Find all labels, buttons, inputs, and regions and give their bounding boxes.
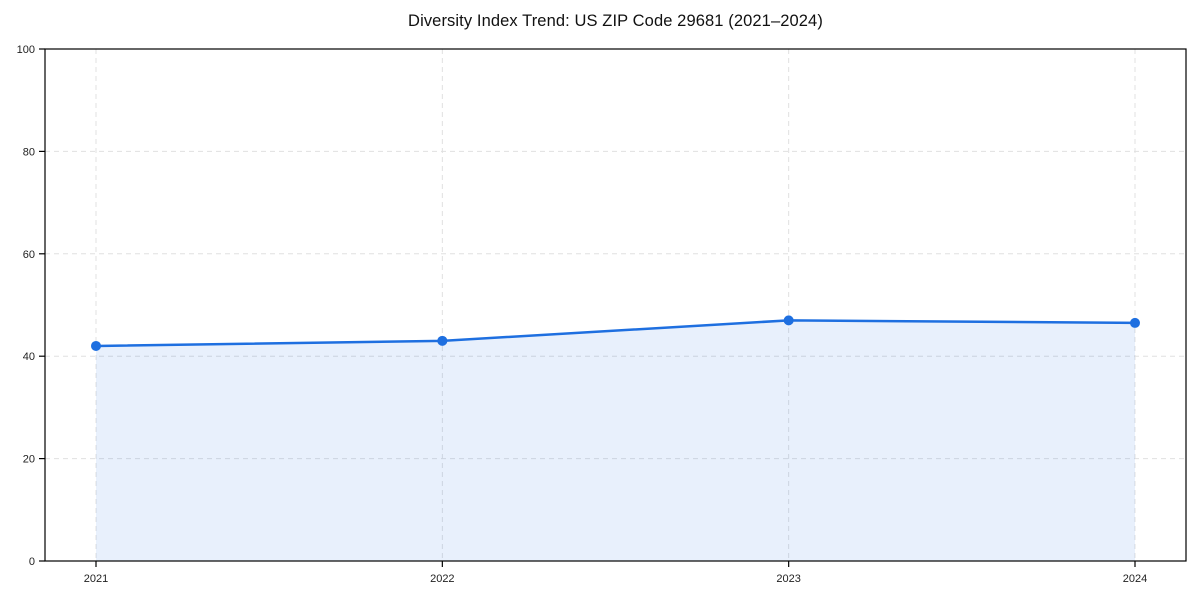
- trend-line: [94, 319, 1137, 348]
- chart-title: Diversity Index Trend: US ZIP Code 29681…: [408, 12, 823, 30]
- y-tick-label: 100: [17, 44, 35, 56]
- data-point-2022: [437, 335, 448, 346]
- x-tick-label: 2022: [430, 573, 454, 585]
- y-tick-label: 80: [23, 146, 35, 158]
- area-fill: [96, 320, 1135, 561]
- y-tick-label: 40: [23, 351, 35, 363]
- plot-border: [44, 48, 1187, 562]
- y-tick-label: 60: [23, 249, 35, 261]
- y-tick-label: 0: [29, 556, 35, 568]
- x-tick-label: 2024: [1123, 573, 1147, 585]
- x-tick-label: 2021: [84, 573, 108, 585]
- data-point-2021: [91, 340, 101, 351]
- y-tick-label: 20: [23, 454, 35, 466]
- x-tick-label: 2023: [776, 573, 800, 585]
- data-point-2023: [783, 315, 794, 326]
- data-point-2024: [1130, 317, 1140, 328]
